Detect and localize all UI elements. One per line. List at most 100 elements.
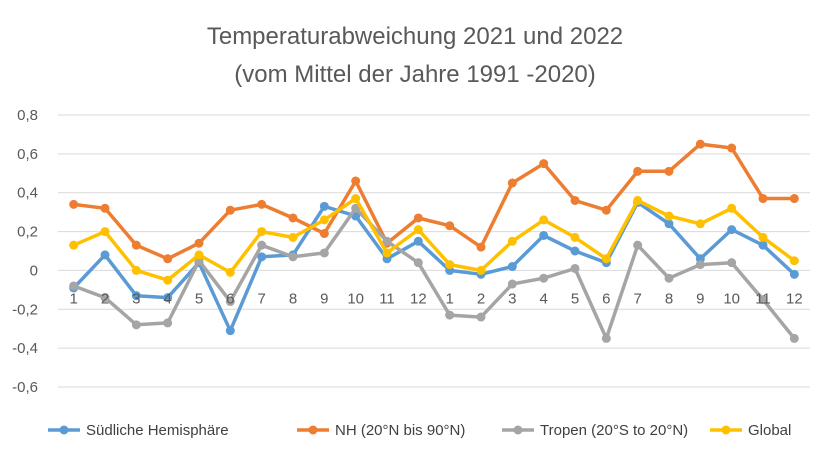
data-point [727,203,737,213]
y-axis-tick-labels: 0,8 0,6 0,4 0,2 0 -0,2 -0,4 -0,6 [12,107,38,396]
data-point [633,166,643,176]
data-point [507,279,517,289]
data-point [445,310,455,320]
data-point [413,236,423,246]
data-point [570,232,580,242]
x-tick-label: 1 [69,290,77,307]
data-point [257,199,267,209]
data-point [758,295,768,305]
x-tick-label: 1 [445,290,453,307]
data-point [570,195,580,205]
data-point [100,203,110,213]
data-point [163,254,173,264]
data-point [633,240,643,250]
x-tick-label: 3 [508,290,516,307]
data-point [131,320,141,330]
legend-swatch-marker [513,425,523,435]
data-series [69,139,799,343]
data-point [319,229,329,239]
x-tick-label: 8 [665,290,673,307]
x-tick-label: 10 [723,290,740,307]
data-point [257,240,267,250]
data-point [633,195,643,205]
data-point [507,236,517,246]
data-point [257,252,267,262]
series-line [71,196,797,282]
data-point [758,194,768,204]
x-tick-label: 3 [132,290,140,307]
chart-title-line-2: (vom Mittel der Jahre 1991 -2020) [234,61,596,88]
series-group [69,194,799,285]
data-point [413,258,423,268]
data-point [413,225,423,235]
legend-label: Südliche Hemisphäre [86,422,229,439]
data-point [789,256,799,266]
data-point [69,199,79,209]
series-group [69,139,799,264]
y-tick-label: 0,6 [17,146,38,163]
x-tick-label: 10 [347,290,364,307]
legend-swatch-marker [721,425,731,435]
data-point [695,219,705,229]
data-point [288,213,298,223]
data-point [570,263,580,273]
data-point [382,248,392,258]
x-tick-label: 7 [633,290,641,307]
data-point [163,275,173,285]
data-point [758,240,768,250]
data-point [664,273,674,283]
series-group [69,197,799,336]
data-point [789,269,799,279]
data-point [601,333,611,343]
series-line [71,206,797,341]
y-tick-label: 0,8 [17,107,38,124]
data-point [695,260,705,270]
legend-item: Südliche Hemisphäre [48,422,229,439]
data-point [131,291,141,301]
data-point [194,238,204,248]
data-point [319,248,329,258]
x-tick-label: 5 [195,290,203,307]
y-tick-label: 0 [30,262,38,279]
data-point [100,293,110,303]
data-point [225,267,235,277]
data-point [163,318,173,328]
data-point [100,227,110,237]
data-point [288,252,298,262]
data-point [163,293,173,303]
data-point [100,250,110,260]
x-tick-label: 9 [696,290,704,307]
x-tick-label: 2 [101,290,109,307]
chart-title-line-1: Temperaturabweichung 2021 und 2022 [207,23,623,50]
x-tick-label: 8 [289,290,297,307]
data-point [131,240,141,250]
data-point [225,205,235,215]
data-point [727,225,737,235]
data-point [131,265,141,275]
data-point [695,139,705,149]
data-point [69,281,79,291]
x-tick-label: 6 [602,290,610,307]
data-point [445,221,455,231]
x-tick-label: 6 [226,290,234,307]
data-point [789,333,799,343]
y-tick-label: -0,4 [12,340,38,357]
data-point [539,215,549,225]
data-point [601,254,611,264]
x-tick-label: 2 [477,290,485,307]
legend-label: Global [748,422,791,439]
y-tick-label: -0,2 [12,301,38,318]
data-point [507,262,517,272]
data-point [727,258,737,268]
data-point [351,194,361,204]
data-point [351,176,361,186]
data-point [539,159,549,169]
legend-item: Global [710,422,791,439]
data-point [445,260,455,270]
y-tick-label: 0,4 [17,185,38,202]
data-point [664,166,674,176]
gridlines [58,114,810,388]
data-point [351,203,361,213]
data-point [225,326,235,336]
